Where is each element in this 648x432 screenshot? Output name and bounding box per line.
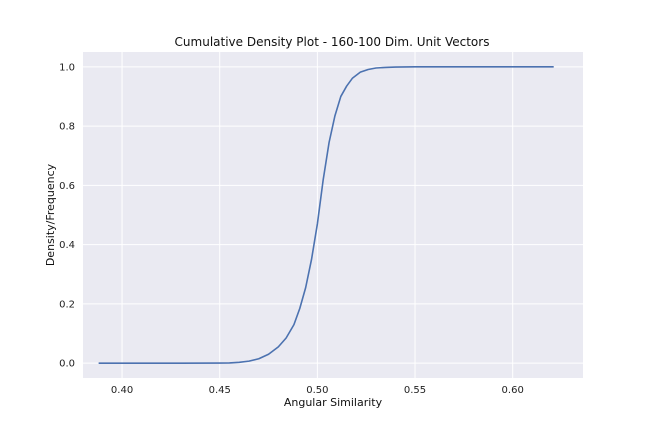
- y-tick-label: 0.8: [59, 122, 75, 133]
- y-tick-label: 0.2: [59, 299, 75, 310]
- y-axis-label: Density/Frequency: [44, 163, 57, 266]
- x-tick-label: 0.40: [111, 385, 133, 396]
- y-tick-label: 0.6: [59, 181, 75, 192]
- x-tick-label: 0.50: [306, 385, 328, 396]
- y-tick-label: 0.4: [59, 240, 75, 251]
- x-axis-label: Angular Similarity: [284, 396, 383, 409]
- chart-title: Cumulative Density Plot - 160-100 Dim. U…: [175, 35, 490, 49]
- plot-area: [83, 52, 583, 378]
- y-tick-label: 0.0: [59, 359, 75, 370]
- y-tick-label: 1.0: [59, 62, 75, 73]
- y-axis-ticks: 0.0 0.2 0.4 0.6 0.8 1.0: [59, 62, 75, 369]
- x-axis-ticks: 0.40 0.45 0.50 0.55 0.60: [111, 385, 524, 396]
- x-tick-label: 0.55: [404, 385, 426, 396]
- x-tick-label: 0.60: [502, 385, 524, 396]
- x-tick-label: 0.45: [209, 385, 231, 396]
- series-line-cdf: [98, 66, 554, 364]
